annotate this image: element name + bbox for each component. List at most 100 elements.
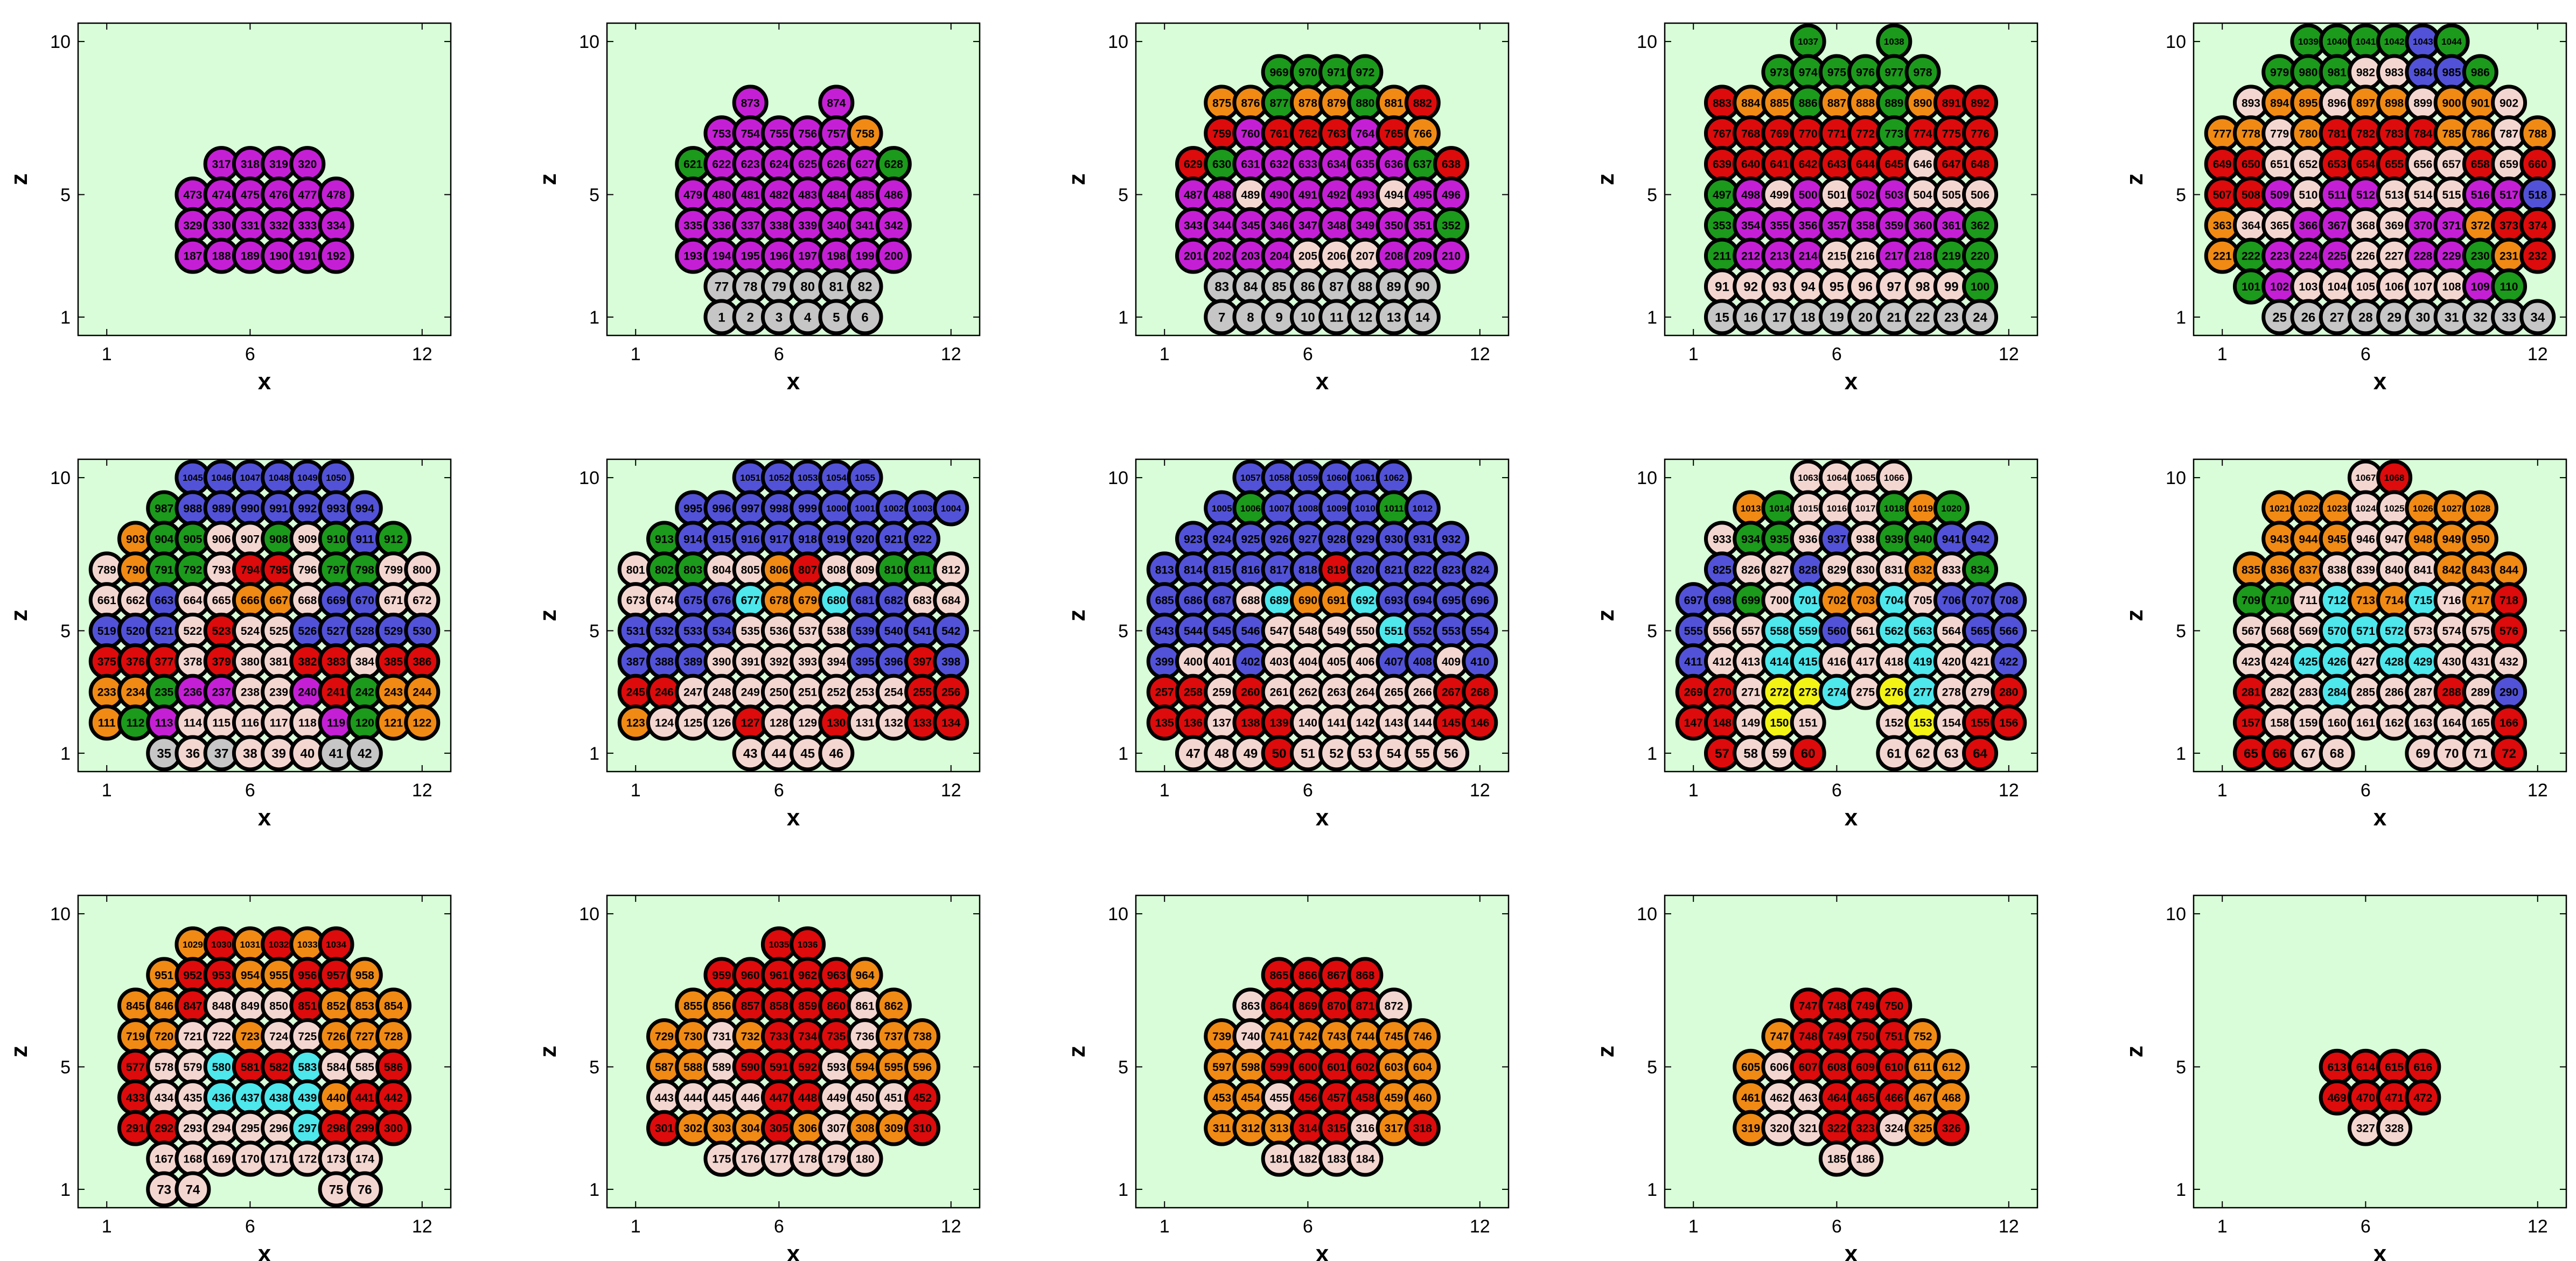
x-tick-label: 12 [412,1216,432,1237]
x-tick-label: 1 [1688,780,1699,801]
y-axis-label: z [535,1046,561,1057]
data-label: 332 [269,220,288,232]
data-label: 1011 [1384,503,1404,514]
data-point: 374 [2519,207,2556,243]
data-label: 356 [1799,220,1818,232]
data-label: 393 [798,656,817,668]
data-label: 349 [1356,220,1374,232]
data-label: 948 [2413,533,2432,545]
data-label: 267 [1442,686,1461,699]
data-label: 1067 [2355,473,2376,483]
data-label: 759 [1212,128,1231,140]
data-label: 37 [214,747,229,761]
data-label: 404 [1299,656,1317,668]
data-label: 318 [1413,1123,1432,1135]
data-label: 838 [2328,564,2347,576]
data-label: 335 [683,220,702,232]
data-label: 388 [655,656,674,668]
data-label: 113 [155,717,173,730]
data-label: 889 [1884,97,1903,109]
data-label: 809 [856,564,875,576]
data-label: 395 [856,656,875,668]
data-label: 542 [941,625,960,637]
data-point: 530 [404,612,441,649]
data-point: 100 [1962,268,1999,305]
data-point: 342 [875,207,912,243]
data-label: 971 [1327,67,1346,79]
data-label: 541 [913,625,932,637]
data-point: 99 [1933,268,1970,305]
data-label: 1027 [2441,503,2462,514]
data-point: 894 [2261,85,2298,121]
data-label: 346 [1270,220,1289,232]
data-label: 705 [1914,594,1932,607]
data-point: 566 [1991,612,2027,649]
data-point: 653 [2319,146,2355,183]
data-label: 631 [1241,158,1260,171]
data-label: 611 [1914,1061,1932,1074]
data-label: 936 [1799,533,1818,545]
data-label: 464 [1827,1092,1846,1104]
data-label: 295 [241,1123,260,1135]
data-label: 813 [1155,564,1174,576]
data-point: 518 [2519,176,2556,213]
data-point: 758 [847,115,883,152]
data-label: 857 [741,1000,760,1012]
data-label: 297 [298,1123,317,1135]
data-label: 465 [1856,1092,1875,1104]
data-label: 140 [1299,717,1317,730]
data-label: 525 [269,625,288,637]
data-point: 334 [318,207,354,243]
data-label: 362 [1971,220,1989,232]
data-label: 206 [1327,250,1346,263]
data-point: 13 [1376,299,1412,335]
data-point: 604 [1404,1048,1441,1085]
data-label: 474 [212,189,231,201]
data-label: 919 [827,533,846,545]
data-point: 1038 [1876,23,1912,60]
data-label: 173 [327,1153,346,1166]
data-label: 300 [384,1123,403,1135]
data-label: 149 [1741,717,1760,730]
data-label: 680 [827,594,846,607]
data-label: 562 [1884,625,1903,637]
data-label: 961 [770,969,788,982]
data-label: 989 [212,503,231,515]
data-label: 60 [1801,747,1816,761]
data-label: 535 [741,625,760,637]
data-point: 516 [2462,176,2498,213]
data-label: 107 [2413,281,2432,293]
data-label: 933 [1713,533,1732,545]
data-label: 870 [1327,1000,1346,1012]
data-label: 39 [271,747,286,761]
data-point: 779 [2261,115,2298,152]
data-label: 270 [1713,686,1732,699]
data-point: 766 [1404,115,1441,152]
data-label: 1020 [1941,503,1961,514]
data-label: 392 [770,656,788,668]
data-label: 702 [1827,594,1846,607]
data-label: 699 [1741,594,1760,607]
data-label: 728 [384,1031,403,1043]
data-point: 655 [2376,146,2413,183]
data-label: 46 [829,747,843,761]
data-label: 448 [798,1092,817,1104]
data-label: 453 [1212,1092,1231,1104]
data-point: 978 [1904,54,1941,90]
data-point: 56 [1433,735,1470,772]
data-label: 128 [770,717,788,730]
data-point: 770 [1790,115,1826,152]
marker [2519,299,2556,335]
data-point: 212 [1733,237,1769,274]
data-label: 866 [1299,969,1317,982]
data-label: 545 [1212,625,1231,637]
data-label: 236 [183,686,202,699]
data-label: 630 [1212,158,1231,171]
data-label: 1048 [269,473,289,483]
data-label: 115 [212,717,231,730]
data-label: 567 [2242,625,2260,637]
data-label: 101 [2242,281,2260,293]
y-tick-label: 10 [50,904,71,924]
x-axis-label: x [787,804,800,831]
